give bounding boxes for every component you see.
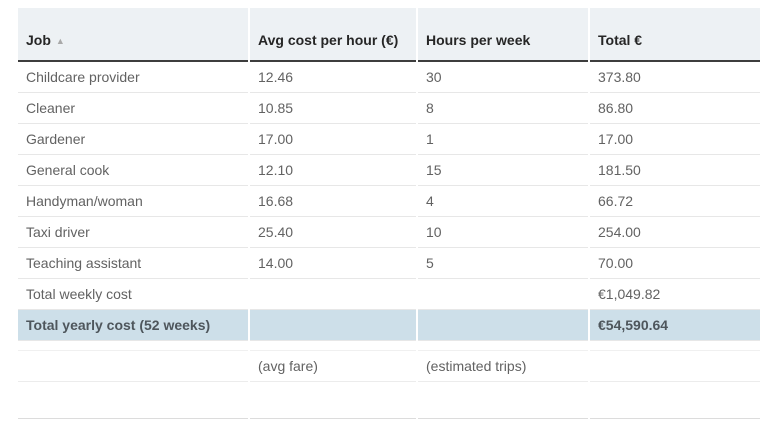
empty-cell bbox=[418, 279, 588, 310]
footnote-row: (avg fare) (estimated trips) bbox=[18, 351, 760, 382]
header-row: Job ▲ Avg cost per hour (€) Hours per wee… bbox=[18, 8, 760, 62]
avg-cost-cell: 16.68 bbox=[250, 186, 416, 217]
column-header-job-label: Job bbox=[26, 32, 51, 49]
table-row: Childcare provider 12.46 30 373.80 bbox=[18, 62, 760, 93]
hours-cell: 4 bbox=[418, 186, 588, 217]
total-weekly-row: Total weekly cost €1,049.82 bbox=[18, 279, 760, 310]
empty-cell bbox=[418, 310, 588, 341]
total-yearly-row: Total yearly cost (52 weeks) €54,590.64 bbox=[18, 310, 760, 341]
hours-cell: 30 bbox=[418, 62, 588, 93]
table-row: Gardener 17.00 1 17.00 bbox=[18, 124, 760, 155]
job-cell: Handyman/woman bbox=[18, 186, 248, 217]
empty-cell bbox=[590, 351, 760, 382]
hours-cell: 8 bbox=[418, 93, 588, 124]
total-weekly-label: Total weekly cost bbox=[18, 279, 248, 310]
total-cell: 373.80 bbox=[590, 62, 760, 93]
column-header-hours[interactable]: Hours per week bbox=[418, 8, 588, 62]
table-row: Taxi driver 25.40 10 254.00 bbox=[18, 217, 760, 248]
total-cell: 181.50 bbox=[590, 155, 760, 186]
empty-cell bbox=[250, 279, 416, 310]
hours-cell: 10 bbox=[418, 217, 588, 248]
avg-cost-cell: 17.00 bbox=[250, 124, 416, 155]
table-row: Cleaner 10.85 8 86.80 bbox=[18, 93, 760, 124]
column-header-total[interactable]: Total € bbox=[590, 8, 760, 62]
total-yearly-value: €54,590.64 bbox=[590, 310, 760, 341]
total-yearly-label: Total yearly cost (52 weeks) bbox=[18, 310, 248, 341]
empty-cell bbox=[18, 351, 248, 382]
avg-cost-cell: 12.46 bbox=[250, 62, 416, 93]
avg-fare-note: (avg fare) bbox=[250, 351, 416, 382]
total-weekly-value: €1,049.82 bbox=[590, 279, 760, 310]
hours-cell: 5 bbox=[418, 248, 588, 279]
empty-cell bbox=[250, 310, 416, 341]
job-cell: Childcare provider bbox=[18, 62, 248, 93]
hours-cell: 15 bbox=[418, 155, 588, 186]
total-cell: 70.00 bbox=[590, 248, 760, 279]
job-cell: Gardener bbox=[18, 124, 248, 155]
avg-cost-cell: 25.40 bbox=[250, 217, 416, 248]
table-row: General cook 12.10 15 181.50 bbox=[18, 155, 760, 186]
estimated-trips-note: (estimated trips) bbox=[418, 351, 588, 382]
total-cell: 66.72 bbox=[590, 186, 760, 217]
total-cell: 86.80 bbox=[590, 93, 760, 124]
hours-cell: 1 bbox=[418, 124, 588, 155]
avg-cost-cell: 12.10 bbox=[250, 155, 416, 186]
page: Job ▲ Avg cost per hour (€) Hours per wee… bbox=[16, 8, 762, 419]
job-cell: Taxi driver bbox=[18, 217, 248, 248]
column-header-avg-cost[interactable]: Avg cost per hour (€) bbox=[250, 8, 416, 62]
table-row: Teaching assistant 14.00 5 70.00 bbox=[18, 248, 760, 279]
job-cell: Teaching assistant bbox=[18, 248, 248, 279]
avg-cost-cell: 14.00 bbox=[250, 248, 416, 279]
avg-cost-cell: 10.85 bbox=[250, 93, 416, 124]
job-cost-table: Job ▲ Avg cost per hour (€) Hours per wee… bbox=[16, 8, 762, 419]
job-cell: General cook bbox=[18, 155, 248, 186]
total-cell: 254.00 bbox=[590, 217, 760, 248]
job-cell: Cleaner bbox=[18, 93, 248, 124]
table-row: Handyman/woman 16.68 4 66.72 bbox=[18, 186, 760, 217]
total-cell: 17.00 bbox=[590, 124, 760, 155]
spacer-row bbox=[18, 341, 760, 351]
sort-ascending-icon: ▲ bbox=[55, 36, 65, 47]
spacer-row bbox=[18, 382, 760, 419]
column-header-job[interactable]: Job ▲ bbox=[18, 8, 248, 62]
